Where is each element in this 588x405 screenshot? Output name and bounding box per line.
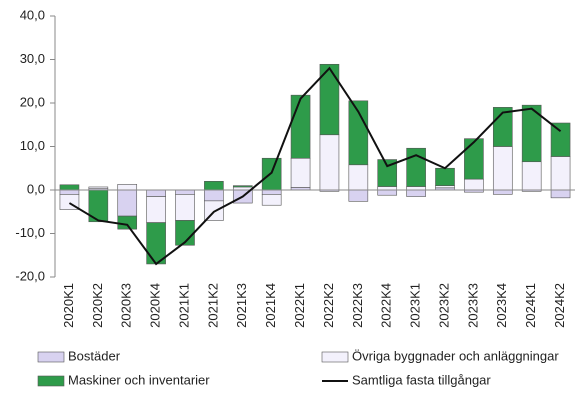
bar (464, 138, 484, 180)
legend-swatch (37, 375, 65, 387)
bar (435, 167, 455, 186)
bar (319, 63, 340, 136)
x-tick-label: 2020K2 (90, 283, 105, 328)
bar (204, 189, 224, 202)
x-tick-label: 2022K3 (350, 283, 365, 328)
x-tick-label: 2021K4 (263, 283, 278, 328)
bar (319, 134, 340, 191)
bar (348, 164, 369, 191)
x-tick-label: 2023K1 (408, 283, 423, 328)
bar (550, 156, 571, 191)
bar (290, 94, 311, 159)
y-tick-label: -20,0 (15, 268, 45, 283)
legend-label: Bostäder (68, 348, 121, 363)
bar (521, 161, 542, 191)
x-tick-label: 2023K3 (465, 283, 480, 328)
bar (348, 189, 369, 202)
bar (59, 184, 80, 191)
x-tick-label: 2022K4 (379, 283, 394, 328)
bar (146, 189, 166, 197)
legend-swatch (37, 351, 65, 363)
x-tick-label: 2024K1 (523, 283, 538, 328)
x-tick-label: 2020K1 (61, 283, 76, 328)
bar (261, 194, 282, 206)
legend-label: Samtliga fasta tillgångar (352, 372, 491, 387)
bar (117, 184, 138, 191)
bar (492, 189, 513, 195)
bar (377, 189, 398, 196)
bar (406, 189, 426, 197)
line (68, 66, 562, 266)
y-tick-label: 40,0 (20, 7, 45, 22)
bar (348, 100, 369, 166)
bar (204, 181, 224, 191)
bar (521, 104, 542, 163)
bar (435, 185, 455, 189)
legend-label: Övriga byggnader och anläggningar (352, 348, 559, 363)
legend-label: Maskiner och inventarier (68, 372, 210, 387)
y-tick-label: 0,0 (27, 181, 45, 196)
x-tick-label: 2021K3 (234, 283, 249, 328)
bar (377, 186, 398, 191)
y-tick-label: -10,0 (15, 225, 45, 240)
x-tick-label: 2023K4 (494, 283, 509, 328)
bar (406, 186, 426, 191)
bar (377, 159, 398, 187)
bar (88, 186, 109, 189)
bar (175, 194, 195, 221)
legend-swatch (321, 351, 349, 363)
bar (550, 189, 571, 199)
x-tick-label: 2024K2 (552, 283, 567, 328)
x-tick-label: 2021K1 (176, 283, 191, 328)
bar (146, 196, 166, 223)
x-tick-label: 2022K2 (321, 283, 336, 328)
bar (117, 189, 138, 217)
y-tick-label: 10,0 (20, 138, 45, 153)
bar (232, 185, 253, 188)
bar (175, 189, 195, 195)
x-tick-label: 2020K3 (119, 283, 134, 328)
bar (59, 189, 80, 195)
x-tick-label: 2020K4 (148, 283, 163, 328)
bar (261, 157, 282, 191)
x-tick-label: 2021K2 (205, 283, 220, 328)
bar (261, 189, 282, 195)
y-tick-label: 20,0 (20, 94, 45, 109)
x-tick-label: 2023K2 (436, 283, 451, 328)
bar (464, 178, 484, 191)
bar (117, 215, 138, 230)
bar (290, 157, 311, 188)
x-tick-label: 2022K1 (292, 283, 307, 328)
bar (406, 147, 426, 187)
bar (550, 122, 571, 157)
y-tick-label: 30,0 (20, 51, 45, 66)
bar (492, 146, 513, 191)
